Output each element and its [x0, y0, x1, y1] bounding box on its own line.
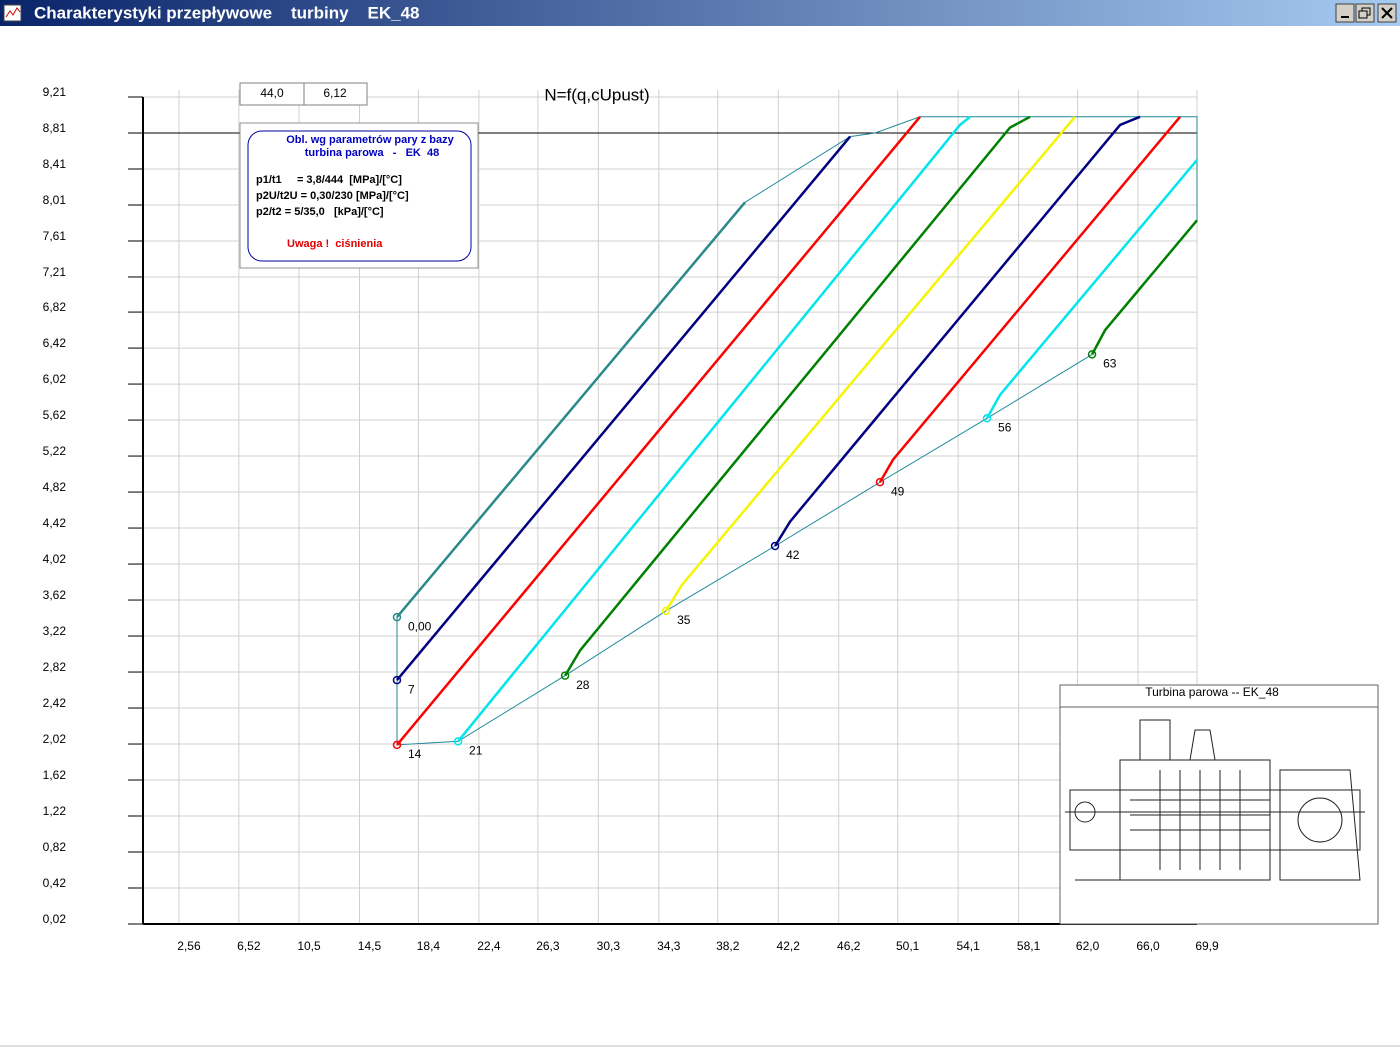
start-marker [661, 606, 671, 616]
start-marker [560, 671, 570, 680]
inset-title-bar [1059, 684, 1379, 708]
y-tick-label: 7,21 [43, 265, 67, 279]
restore-glyph [1358, 10, 1368, 19]
y-tick-label: 4,42 [43, 516, 67, 530]
y-tick-label: 1,22 [43, 804, 67, 818]
series-line [396, 135, 852, 681]
series-label: 56 [998, 420, 1012, 434]
start-marker [392, 612, 402, 622]
y-tick-label: 6,42 [43, 336, 67, 350]
series-label: 63 [1103, 357, 1117, 371]
turbine-drawing [1065, 719, 1365, 881]
y-tick-label: 0,42 [43, 876, 67, 890]
x-tick-label: 14,5 [358, 939, 382, 953]
y-tick-label: 7,61 [43, 229, 67, 243]
y-tick-label: 8,81 [43, 121, 67, 135]
value-field-text: 44,0 [260, 86, 284, 100]
series-line [396, 116, 921, 746]
info-frame [247, 130, 472, 262]
start-marker [453, 737, 463, 746]
series-label: 35 [677, 613, 691, 627]
y-tick-label: 5,22 [43, 444, 67, 458]
info-line: p2U/t2U = 0,30/230 [MPa]/[°C] [256, 190, 409, 202]
x-tick-label: 66,0 [1136, 939, 1160, 953]
minimize-button[interactable] [1335, 3, 1355, 23]
start-marker [392, 740, 402, 750]
y-tick-label: 3,62 [43, 588, 67, 602]
y-tick-label: 2,82 [43, 660, 67, 674]
app-icon [3, 4, 22, 22]
series-line [665, 115, 1076, 612]
inset-title: Turbina parowa -- EK_48 [1145, 685, 1279, 699]
value-field[interactable] [303, 82, 368, 106]
chart-title: N=f(q,cUpust) [544, 85, 649, 104]
x-tick-label: 34,3 [657, 939, 681, 953]
x-tick-label: 22,4 [477, 939, 501, 953]
y-tick-label: 8,41 [43, 157, 67, 171]
x-tick-label: 2,56 [177, 939, 201, 953]
info-line: p2/t2 = 5/35,0 [kPa]/[°C] [256, 206, 384, 218]
inset-frame [1059, 684, 1379, 925]
x-tick-label: 50,1 [896, 939, 920, 953]
y-tick-label: 1,62 [43, 768, 67, 782]
start-marker [875, 477, 885, 487]
series-line [774, 115, 1141, 547]
info-heading: turbina parowa - EK 48 [305, 147, 439, 159]
value-field-text: 6,12 [323, 86, 347, 100]
x-tick-label: 18,4 [417, 939, 441, 953]
x-tick-label: 58,1 [1017, 939, 1041, 953]
start-marker [1087, 350, 1097, 359]
info-line: p1/t1 = 3,8/444 [MPa]/[°C] [256, 174, 402, 186]
y-tick-label: 2,02 [43, 732, 67, 746]
info-heading: Obl. wg parametrów pary z bazy [286, 134, 454, 146]
series-label: 42 [786, 548, 800, 562]
series-label: 49 [891, 484, 905, 498]
window-buttons [1335, 3, 1397, 23]
series-line [457, 115, 971, 743]
y-tick-label: 3,22 [43, 624, 67, 638]
title-bar [0, 0, 1400, 26]
series-line [1090, 219, 1198, 355]
series-line [564, 115, 1031, 677]
y-tick-label: 4,82 [43, 480, 67, 494]
y-tick-label: 0,02 [43, 912, 67, 926]
start-marker [770, 541, 780, 551]
start-marker [982, 414, 992, 423]
x-tick-label: 26,3 [536, 939, 560, 953]
info-warning: Uwaga ! ciśnienia [287, 238, 383, 250]
x-tick-label: 62,0 [1076, 939, 1100, 953]
envelope-line [396, 116, 1198, 746]
series-line [396, 201, 746, 618]
x-tick-label: 42,2 [777, 939, 801, 953]
close-glyph [1381, 7, 1393, 19]
chart: 2,56 6,52 10,5 14,5 18,4 22,4 26,3 30,3 34,3 38,2… [43, 85, 1219, 953]
series-label: 0,00 [408, 619, 432, 633]
series-line [878, 115, 1182, 483]
y-tick-label: 8,01 [43, 193, 67, 207]
x-tick-label: 10,5 [297, 939, 321, 953]
x-tick-label: 54,1 [956, 939, 980, 953]
x-tick-label: 46,2 [837, 939, 861, 953]
y-tick-label: 9,21 [43, 85, 67, 99]
app-icon-glyph [5, 7, 21, 18]
y-tick-label: 4,02 [43, 552, 67, 566]
x-tick-label: 30,3 [597, 939, 621, 953]
x-tick-label: 38,2 [716, 939, 740, 953]
start-marker [392, 675, 402, 685]
series-label: 28 [576, 678, 590, 692]
window-title: Charakterystyki przepływowe turbiny EK_4… [34, 3, 419, 22]
series-label: 7 [408, 682, 415, 696]
series-label: 14 [408, 747, 422, 761]
y-tick-label: 2,42 [43, 696, 67, 710]
x-tick-label: 69,9 [1195, 939, 1219, 953]
y-tick-label: 6,82 [43, 300, 67, 314]
y-tick-label: 6,02 [43, 372, 67, 386]
series-line [985, 159, 1198, 419]
y-tick-label: 0,82 [43, 840, 67, 854]
series-label: 21 [469, 743, 483, 757]
y-tick-label: 5,62 [43, 408, 67, 422]
x-tick-label: 6,52 [237, 939, 261, 953]
inset-window: Turbina parowa -- EK_48 [1059, 684, 1379, 925]
